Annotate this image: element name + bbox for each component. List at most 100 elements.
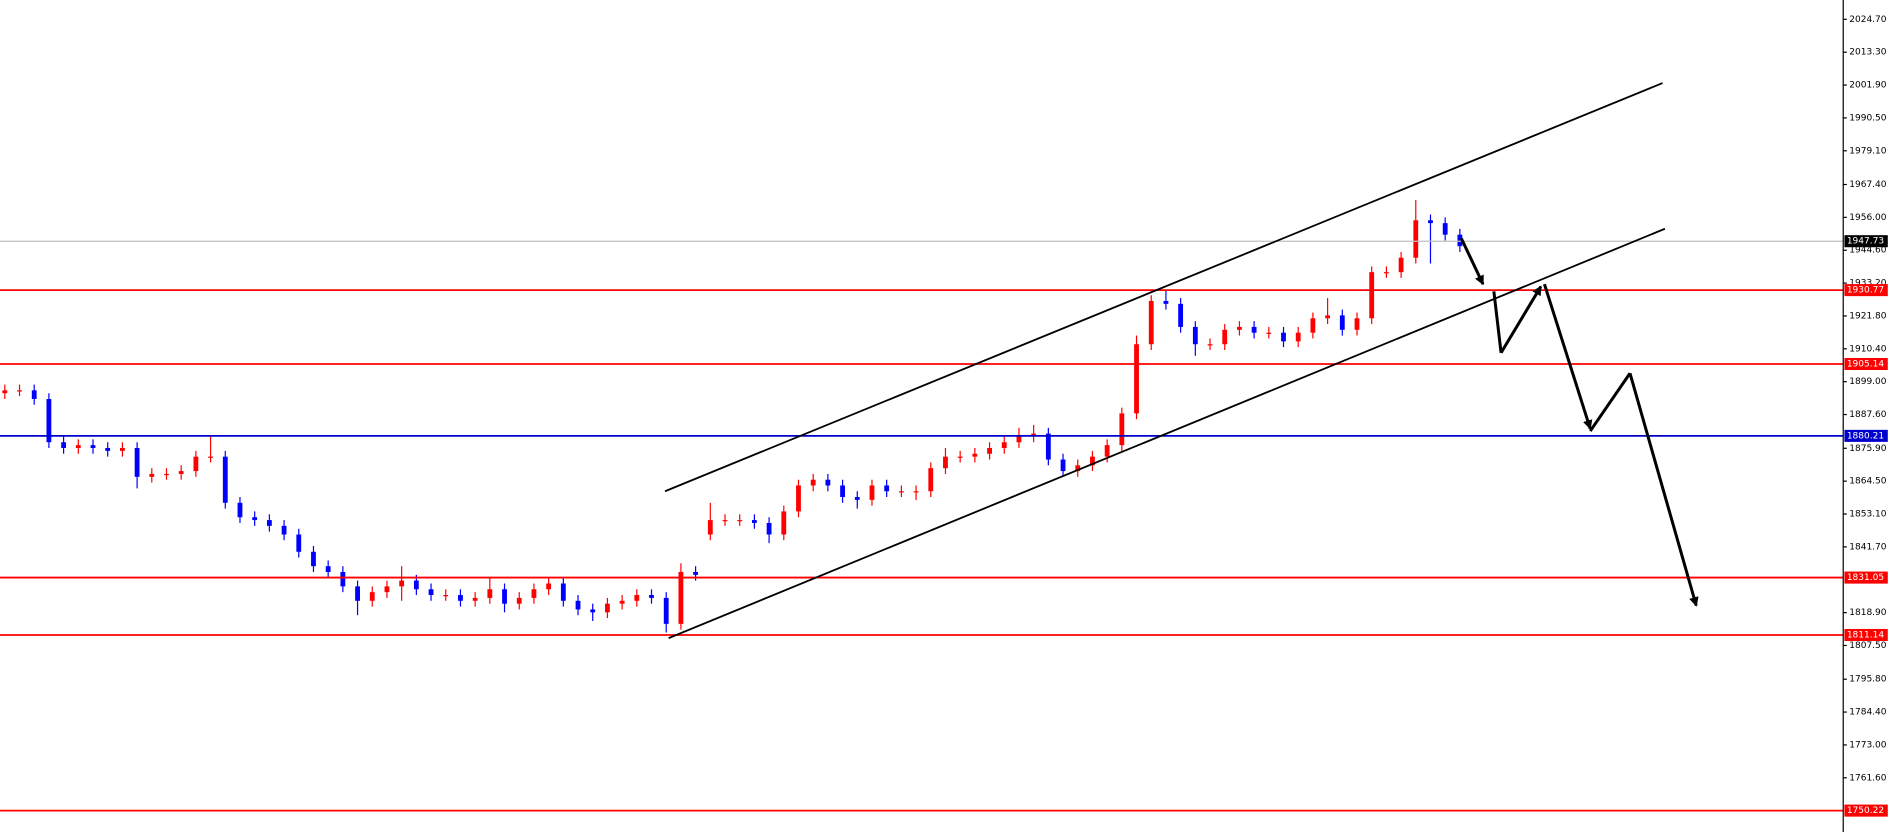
candle-body <box>854 497 860 500</box>
y-tick-label: 1761.60 <box>1849 773 1887 783</box>
candle-body <box>1163 300 1169 304</box>
price-axis-labels: 2024.70 2013.30 2001.90 1990.50 1979.10 1967.… <box>1843 15 1888 817</box>
y-tick-label: 1807.50 <box>1849 641 1887 651</box>
y-tick-label: 1887.60 <box>1849 410 1887 420</box>
candle-body <box>1001 442 1007 448</box>
candle-body <box>1369 272 1375 319</box>
level-box <box>1844 357 1888 371</box>
candle-body <box>384 586 390 593</box>
candle-body <box>266 520 272 526</box>
candle-body <box>487 589 493 598</box>
y-tick-label: 1853.10 <box>1849 510 1887 520</box>
candle-body <box>1075 465 1081 472</box>
candle-body <box>90 445 96 448</box>
candle-body <box>1251 326 1257 333</box>
candle-body <box>634 595 640 601</box>
candle-body <box>281 525 287 535</box>
candle-body <box>296 534 302 552</box>
candle-body <box>31 390 37 399</box>
plot-area <box>0 200 1844 812</box>
drawings <box>664 82 1699 639</box>
candle-body <box>869 485 875 500</box>
candle-body <box>502 589 507 604</box>
candle-body <box>1060 459 1066 472</box>
y-tick-label: 1921.80 <box>1849 311 1887 321</box>
candle-body <box>1354 318 1360 330</box>
candle-body <box>1222 329 1228 345</box>
y-tick-label: 2024.70 <box>1849 15 1887 25</box>
candle-body <box>369 592 375 601</box>
candle-body <box>458 595 463 601</box>
candle-body <box>193 456 199 472</box>
level-box <box>1844 571 1888 584</box>
candle-body <box>1325 315 1331 319</box>
level-box <box>1844 804 1888 817</box>
candle-body <box>1442 223 1448 235</box>
level-box <box>1844 284 1888 297</box>
candle-body <box>825 479 831 486</box>
y-tick-label: 1933.20 <box>1849 279 1887 289</box>
y-tick-label: 2013.30 <box>1849 48 1887 58</box>
y-tick-label: 1784.40 <box>1849 708 1887 718</box>
candle-body <box>957 456 963 458</box>
y-tick-label: 1910.40 <box>1849 344 1887 354</box>
candle-body <box>898 491 904 493</box>
level-label: 1811.14 <box>1847 630 1885 640</box>
arrow <box>1628 372 1699 607</box>
candle-body <box>1295 332 1301 342</box>
candle-body <box>46 398 52 443</box>
y-tick-label: 1979.10 <box>1849 146 1887 156</box>
candle-body <box>1237 326 1242 330</box>
candle-body <box>678 571 684 624</box>
candle-body <box>531 589 537 598</box>
level-box <box>1844 429 1888 442</box>
candle-body <box>663 597 669 624</box>
candle-body <box>222 456 228 503</box>
y-tick-label: 1795.80 <box>1849 675 1887 685</box>
y-tick-label: 1864.50 <box>1849 477 1887 487</box>
candle-body <box>516 597 522 604</box>
candle-body <box>575 600 581 610</box>
y-tick-label: 2001.90 <box>1849 81 1887 91</box>
candle-body <box>928 468 934 492</box>
candle-body <box>590 609 596 613</box>
candle-body <box>149 473 155 477</box>
candle-body <box>1104 445 1110 457</box>
candle-body <box>1428 220 1433 224</box>
candle-body <box>796 485 801 512</box>
candle-body <box>340 571 346 587</box>
candle-body <box>252 517 258 521</box>
current-price-box <box>1844 235 1888 248</box>
candle-body <box>693 571 699 575</box>
channel-lower <box>668 227 1666 639</box>
candle-body <box>1045 433 1051 460</box>
candle-body <box>428 589 434 596</box>
level-box <box>1844 628 1888 642</box>
arrow <box>1499 285 1543 354</box>
candle-body <box>781 511 787 535</box>
candle-body <box>75 445 81 448</box>
candle-body <box>943 456 948 469</box>
candle-body <box>311 551 316 567</box>
candle-body <box>1383 272 1389 274</box>
candle-body <box>1090 456 1095 466</box>
level-label: 1750.22 <box>1847 806 1884 816</box>
y-tick-label: 1875.90 <box>1849 444 1887 454</box>
candle-body <box>1457 234 1463 247</box>
candle-body <box>413 580 419 590</box>
candle-body <box>325 566 331 572</box>
y-tick-label: 1967.40 <box>1849 180 1887 190</box>
candle-body <box>707 520 713 535</box>
candle-body <box>1016 436 1022 443</box>
candle-body <box>1413 220 1419 258</box>
candle-body <box>1310 318 1316 333</box>
candle-body <box>840 485 845 498</box>
candle-body <box>1192 326 1198 345</box>
candle-body <box>1339 315 1345 330</box>
y-tick-label: 1773.00 <box>1849 740 1887 750</box>
candle-body <box>1281 332 1286 342</box>
candle-body <box>399 580 405 587</box>
level-label: 1905.14 <box>1847 359 1885 369</box>
candle-body <box>1178 303 1184 327</box>
